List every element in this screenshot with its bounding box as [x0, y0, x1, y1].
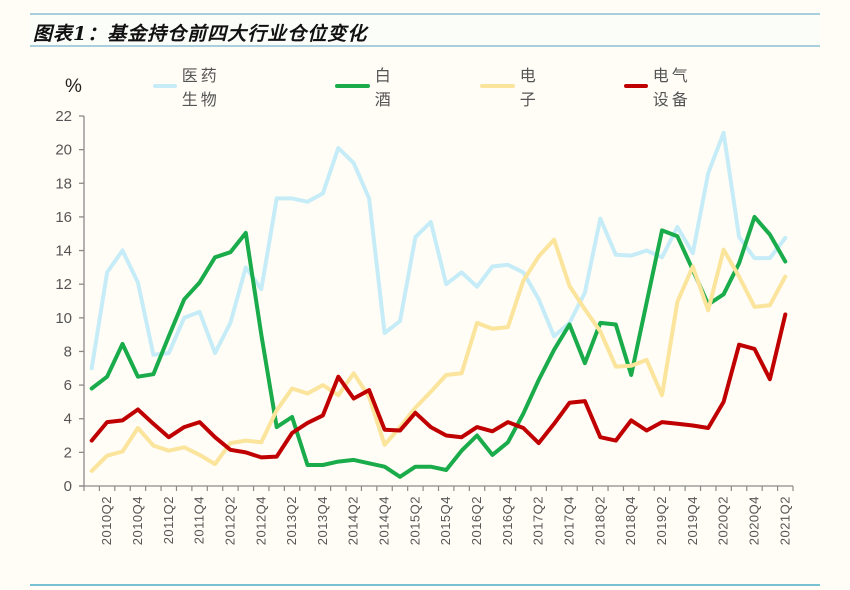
legend-swatch-electronics: [480, 84, 515, 88]
x-tick-label: 2011Q4: [192, 496, 207, 544]
y-tick-label: 0: [64, 478, 72, 495]
x-tick-label: 2016Q2: [469, 496, 484, 545]
y-tick-label: 12: [55, 276, 72, 293]
y-tick-label: 8: [64, 343, 72, 360]
x-tick-label: 2015Q2: [407, 496, 422, 545]
legend-swatch-liquor: [335, 84, 370, 88]
x-tick-label: 2014Q2: [346, 496, 361, 545]
series-line-pharma: [89, 130, 788, 371]
x-tick-label: 2014Q4: [377, 496, 392, 545]
series-line-electrical-equipment: [89, 312, 788, 460]
y-tick-label: 16: [55, 209, 72, 226]
legend-item-electrical-equipment: 电气设备: [624, 66, 693, 109]
series-line-electronics: [89, 237, 788, 473]
y-tick-label: 10: [55, 310, 72, 327]
y-axis-unit-label: %: [65, 76, 82, 97]
legend-swatch-electrical-equipment: [624, 84, 648, 88]
x-tick-label: 2018Q4: [623, 496, 638, 545]
x-tick-label: 2015Q4: [438, 496, 453, 545]
y-tick-label: 20: [55, 142, 72, 159]
legend-label-electrical-equipment: 电气设备: [652, 66, 691, 109]
y-tick-label: 6: [64, 377, 72, 394]
x-tick-label: 2010Q2: [99, 496, 114, 545]
y-tick-label: 22: [55, 108, 72, 125]
x-tick-label: 2013Q4: [315, 496, 330, 545]
y-axis: 0 2 4 6 8 10 12 14 16 18 20 22: [55, 108, 85, 495]
legend-swatch-pharma: [153, 84, 177, 88]
legend-label-liquor: 白酒: [374, 66, 394, 109]
legend-item-liquor: 白酒: [335, 66, 404, 109]
y-tick-label: 14: [55, 243, 72, 260]
legend-label-pharma: 医药生物: [181, 66, 220, 109]
series-line-liquor: [89, 214, 788, 479]
x-tick-label: 2017Q4: [562, 496, 577, 545]
y-tick-label: 2: [64, 444, 72, 461]
x-tick-label: 2011Q2: [161, 496, 176, 544]
chart-title-band: 图表1：基金持仓前四大行业仓位变化: [30, 13, 820, 47]
x-tick-label: 2019Q4: [685, 496, 700, 545]
legend-item-electronics: 电子: [480, 66, 549, 109]
x-tick-label: 2013Q2: [284, 496, 299, 545]
legend-item-pharma: 医药生物: [153, 66, 222, 109]
series-lines: [89, 130, 788, 479]
x-axis: 2010Q2 2010Q4 2011Q2 2011Q4 2012Q2 2012Q4 2013…: [79, 485, 794, 545]
x-tick-label: 2012Q4: [253, 496, 268, 545]
x-tick-label: 2012Q2: [222, 496, 237, 545]
x-tick-label: 2018Q2: [592, 496, 607, 545]
x-tick-label: 2020Q2: [716, 496, 731, 545]
y-tick-label: 4: [64, 411, 72, 428]
x-tick-label: 2019Q2: [654, 496, 669, 545]
x-tick-label: 2010Q4: [130, 496, 145, 545]
chart-title: 图表1：基金持仓前四大行业仓位变化: [33, 23, 368, 45]
x-tick-label: 2021Q2: [777, 496, 792, 545]
legend-label-electronics: 电子: [519, 66, 539, 109]
x-tick-label: 2017Q2: [531, 496, 546, 545]
x-tick-label: 2016Q4: [500, 496, 515, 545]
x-tick-label: 2020Q4: [746, 496, 761, 545]
y-tick-label: 18: [55, 175, 72, 192]
bottom-rule: [30, 584, 820, 586]
